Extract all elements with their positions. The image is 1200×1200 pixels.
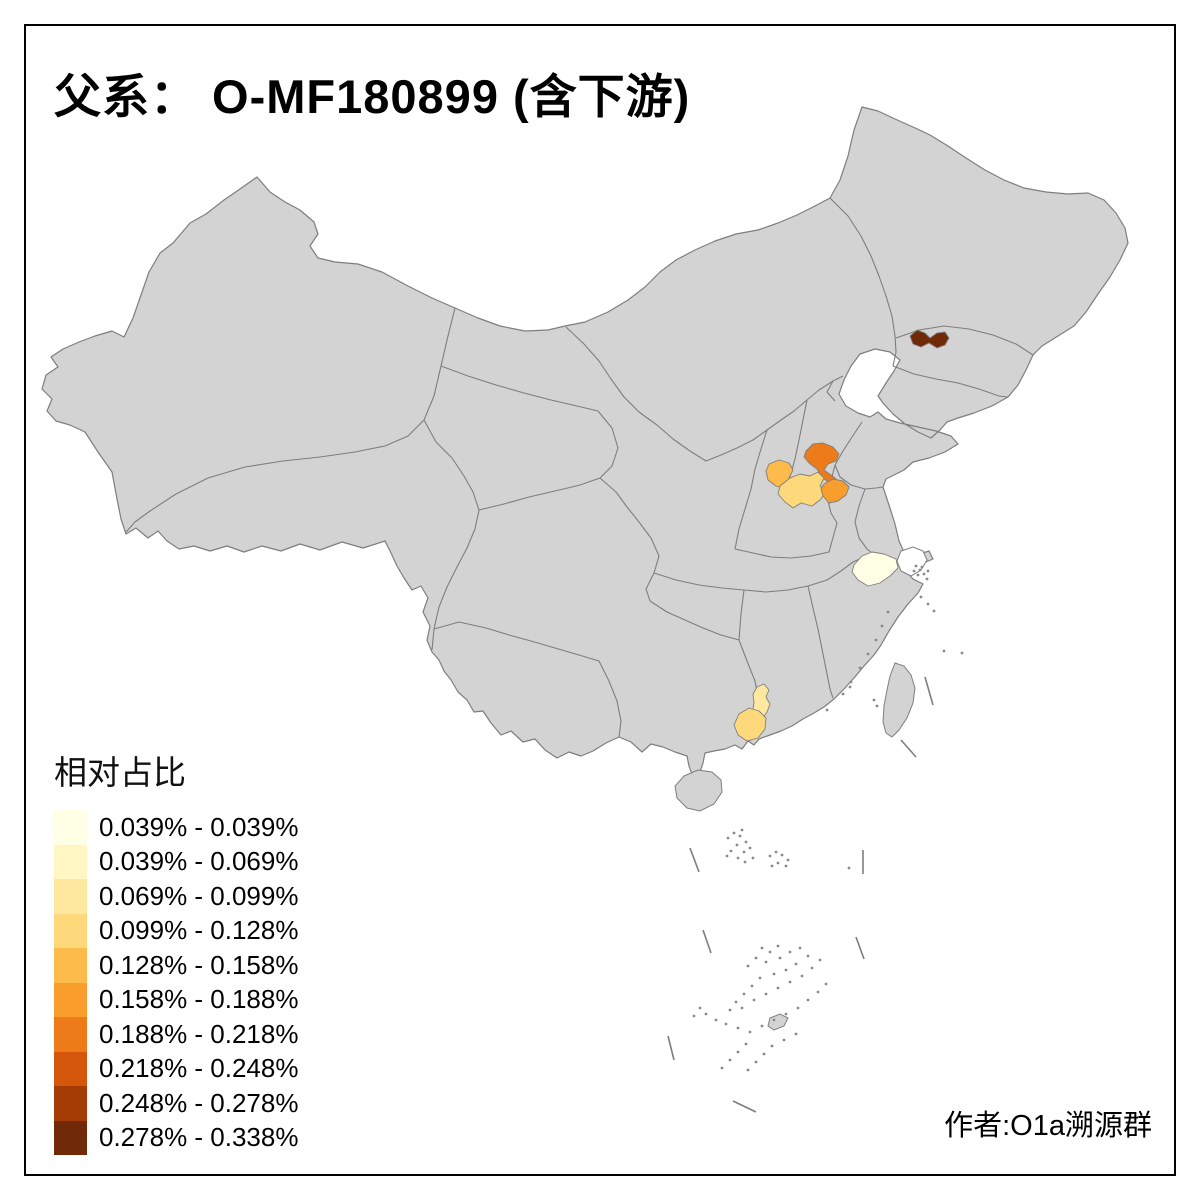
author-credit: 作者:O1a溯源群: [944, 1110, 1152, 1142]
legend-range-label: 0.188% - 0.218%: [99, 1018, 299, 1049]
china-mainland: [41, 106, 1129, 778]
legend-items: 0.039% - 0.039% 0.039% - 0.069% 0.069% - 0…: [54, 810, 299, 1156]
legend-item: 0.158% - 0.188%: [54, 982, 299, 1018]
legend-swatch: [54, 844, 87, 880]
legend: 相对占比 0.039% - 0.039% 0.039% - 0.069% 0.069…: [54, 746, 299, 1156]
legend-range-label: 0.039% - 0.069%: [99, 846, 299, 877]
legend-swatch: [54, 1017, 87, 1052]
legend-swatch: [54, 1086, 87, 1121]
region-henan-zhengzhou: [803, 442, 840, 484]
legend-swatch: [54, 1051, 87, 1087]
legend-range-label: 0.069% - 0.099%: [99, 880, 299, 911]
legend-range-label: 0.218% - 0.248%: [99, 1053, 299, 1084]
legend-range-label: 0.158% - 0.188%: [99, 984, 299, 1015]
legend-item: 0.278% - 0.338%: [54, 1120, 299, 1156]
legend-range-label: 0.039% - 0.039%: [99, 811, 299, 842]
region-zhejiang-north: [851, 551, 899, 587]
legend-swatch: [54, 948, 87, 983]
highlighted-regions: [733, 329, 950, 742]
legend-swatch: [54, 913, 87, 949]
legend-item: 0.248% - 0.278%: [54, 1086, 298, 1121]
legend-item: 0.188% - 0.218%: [54, 1017, 298, 1052]
legend-item: 0.039% - 0.069%: [54, 844, 299, 880]
legend-title: 相对占比: [54, 754, 186, 791]
legend-range-label: 0.248% - 0.278%: [99, 1087, 299, 1118]
region-guangdong-southwest: [733, 707, 767, 742]
legend-range-label: 0.128% - 0.158%: [99, 949, 299, 980]
legend-item: 0.128% - 0.158%: [54, 948, 298, 983]
nine-dash-line: [667, 676, 934, 1113]
legend-item: 0.099% - 0.128%: [54, 913, 299, 949]
south-sea-island: [767, 1013, 789, 1031]
legend-item: 0.069% - 0.099%: [54, 879, 298, 914]
legend-item: 0.039% - 0.039%: [54, 810, 298, 845]
legend-swatch: [54, 810, 87, 845]
taihu-white-area: [896, 546, 928, 577]
island-specks: [692, 564, 964, 1072]
page-title: 父系： O-MF180899 (含下游): [54, 70, 691, 123]
legend-swatch: [54, 1120, 87, 1156]
legend-swatch: [54, 982, 87, 1018]
legend-swatch: [54, 879, 87, 914]
region-henan-east: [820, 478, 850, 504]
legend-range-label: 0.099% - 0.128%: [99, 915, 299, 946]
region-jilin-southeast: [909, 329, 950, 349]
taiwan-island: [882, 662, 916, 738]
legend-range-label: 0.278% - 0.338%: [99, 1122, 299, 1153]
hainan-island: [674, 769, 723, 812]
legend-item: 0.218% - 0.248%: [54, 1051, 299, 1087]
